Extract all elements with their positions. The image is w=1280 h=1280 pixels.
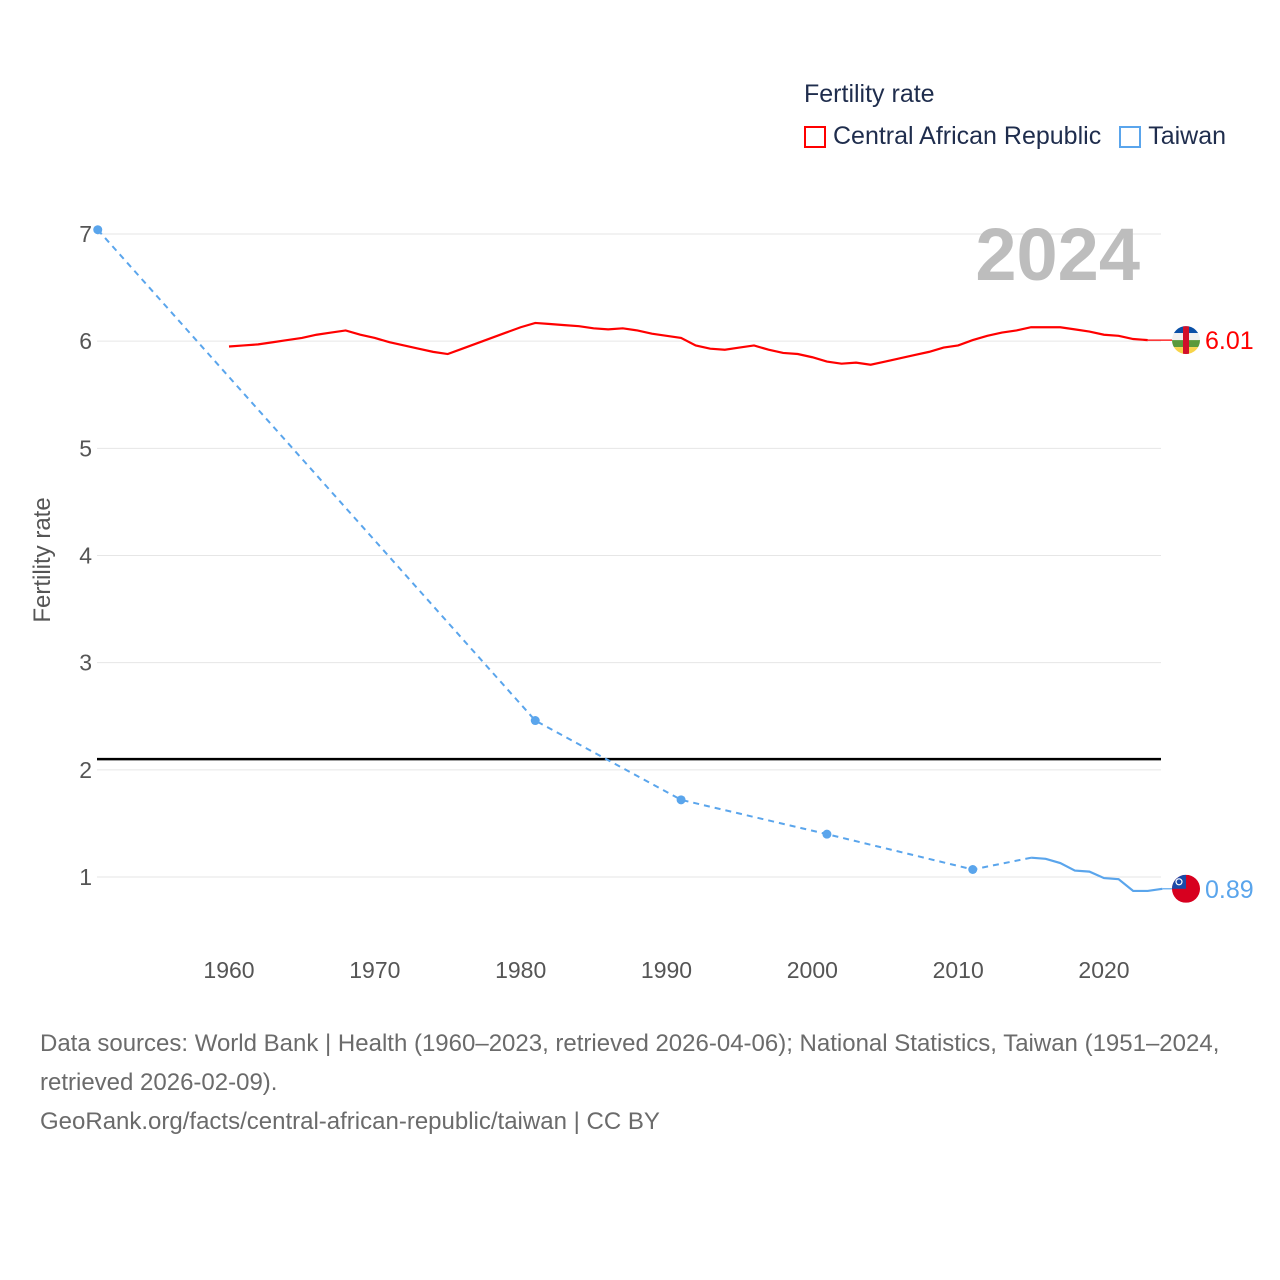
legend-item-central-african-republic[interactable]: Central African Republic <box>804 122 1101 151</box>
data-point <box>93 225 103 235</box>
end-value-label: 0.89 <box>1205 876 1254 904</box>
x-tick-label: 1980 <box>495 957 546 983</box>
flag-canton <box>1172 874 1186 889</box>
legend-title: Fertility rate <box>804 80 935 108</box>
x-tick-label: 1990 <box>641 957 692 983</box>
x-tick-label: 2020 <box>1078 957 1129 983</box>
legend-item-taiwan[interactable]: Taiwan <box>1119 122 1226 151</box>
legend-swatch-car <box>804 125 826 148</box>
data-sources: Data sources: World Bank | Health (1960–… <box>40 1030 1220 1096</box>
footer: Data sources: World Bank | Health (1960–… <box>40 1024 1250 1141</box>
car-line <box>228 321 1148 366</box>
data-point <box>822 829 832 839</box>
y-axis-label: Fertility rate <box>29 497 56 622</box>
central-african-republic-flag-icon <box>1172 326 1200 355</box>
y-tick-label: 2 <box>79 757 92 783</box>
x-tick-label: 2010 <box>933 957 984 983</box>
x-tick-label: 2000 <box>787 957 838 983</box>
legend-swatch-taiwan <box>1119 125 1142 148</box>
year-display: 2024 <box>975 213 1140 296</box>
flag-body <box>1172 874 1200 903</box>
taiwan-line <box>1031 856 1163 893</box>
y-tick-label: 4 <box>79 543 92 569</box>
flag-sun <box>1175 878 1183 886</box>
y-tick-label: 6 <box>79 328 92 354</box>
flag-body <box>1172 326 1200 355</box>
legend: Central African Republic Taiwan <box>804 122 1226 151</box>
legend-label: Central African Republic <box>833 122 1102 150</box>
y-tick-label: 7 <box>79 221 92 247</box>
y-tick-label: 1 <box>79 864 92 890</box>
data-point <box>530 716 540 726</box>
x-tick-label: 1970 <box>349 957 400 983</box>
end-value-label: 6.01 <box>1205 327 1254 355</box>
legend-label: Taiwan <box>1148 122 1227 150</box>
data-point <box>676 795 686 805</box>
source-link[interactable]: GeoRank.org/facts/central-african-republ… <box>40 1108 660 1135</box>
x-tick-label: 1960 <box>203 957 254 983</box>
y-tick-label: 5 <box>79 435 92 461</box>
data-point <box>968 864 978 874</box>
taiwan-dashed-line <box>97 229 1032 871</box>
flag-stripe <box>1183 326 1189 355</box>
y-tick-label: 3 <box>79 650 92 676</box>
taiwan-flag-icon <box>1172 874 1200 903</box>
